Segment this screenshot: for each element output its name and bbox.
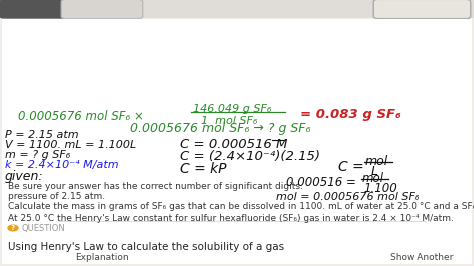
Text: 0.0005676 mol SF₆ ×: 0.0005676 mol SF₆ × (18, 110, 144, 123)
Text: Calculate the mass in grams of SF₆ gas that can be dissolved in 1100. mL of wate: Calculate the mass in grams of SF₆ gas t… (8, 202, 474, 211)
Text: ?: ? (11, 225, 15, 231)
Text: C =: C = (338, 160, 364, 174)
Text: L: L (371, 165, 378, 178)
Text: Using Henry's Law to calculate the solubility of a gas: Using Henry's Law to calculate the solub… (8, 242, 284, 252)
FancyBboxPatch shape (373, 0, 471, 19)
Text: P = 2.15 atm: P = 2.15 atm (5, 130, 79, 140)
Text: m = ? g SF₆: m = ? g SF₆ (5, 150, 70, 160)
Text: mol = 0.0005676 mol SF₆: mol = 0.0005676 mol SF₆ (276, 192, 419, 202)
Text: 146.049 g SF₆: 146.049 g SF₆ (193, 104, 272, 114)
Text: C = kP: C = kP (180, 162, 227, 176)
Text: mol: mol (362, 172, 384, 185)
Text: Problem: Problem (10, 252, 56, 262)
Text: mol: mol (365, 155, 388, 168)
Text: = 0.083 g SF₆: = 0.083 g SF₆ (300, 108, 401, 121)
Text: 1  mol SF₆: 1 mol SF₆ (201, 116, 257, 126)
FancyBboxPatch shape (61, 0, 143, 19)
Text: C = 0.000516 M: C = 0.000516 M (180, 138, 287, 151)
Text: 0.0005676 mol SF₆ → ? g SF₆: 0.0005676 mol SF₆ → ? g SF₆ (130, 122, 310, 135)
Text: 1.100: 1.100 (363, 182, 397, 195)
FancyBboxPatch shape (0, 0, 474, 18)
Text: 0.000516 =: 0.000516 = (286, 176, 356, 189)
Text: given:: given: (5, 170, 44, 183)
Text: At 25.0 °C the Henry's Law constant for sulfur hexafluoride (SF₆) gas in water i: At 25.0 °C the Henry's Law constant for … (8, 214, 454, 223)
Text: Be sure your answer has the correct number of significant digits.: Be sure your answer has the correct numb… (8, 182, 303, 191)
Text: k = 2.4×10⁻⁴ M/atm: k = 2.4×10⁻⁴ M/atm (5, 160, 118, 170)
FancyBboxPatch shape (0, 0, 67, 19)
Text: V = 1100. mL = 1.100L: V = 1100. mL = 1.100L (5, 140, 136, 150)
Text: C = (2.4×10⁻⁴)(2.15): C = (2.4×10⁻⁴)(2.15) (180, 150, 320, 163)
Text: Explanation: Explanation (75, 252, 129, 261)
FancyBboxPatch shape (2, 19, 472, 264)
Text: QUESTION: QUESTION (21, 223, 65, 232)
Text: pressure of 2.15 atm.: pressure of 2.15 atm. (8, 192, 105, 201)
Text: Show Another: Show Another (390, 252, 454, 261)
Circle shape (8, 225, 18, 231)
